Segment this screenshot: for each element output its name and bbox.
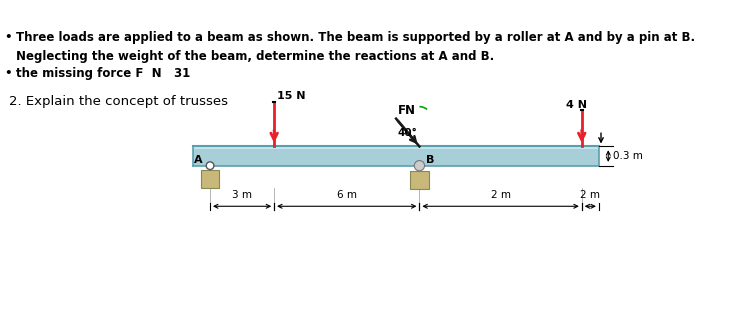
Bar <box>193 146 599 149</box>
Text: FN: FN <box>398 104 417 117</box>
Bar <box>200 170 219 188</box>
Text: 15 N: 15 N <box>277 91 305 101</box>
Text: 40°: 40° <box>398 128 417 138</box>
Text: B: B <box>426 155 434 165</box>
Bar <box>410 171 429 189</box>
Text: 2 m: 2 m <box>581 190 600 200</box>
Text: 3 m: 3 m <box>232 190 252 200</box>
Circle shape <box>414 161 425 171</box>
Text: the missing force F  N   31: the missing force F N 31 <box>16 67 190 80</box>
Circle shape <box>206 162 214 170</box>
Text: 2 m: 2 m <box>491 190 510 200</box>
Text: 2. Explain the concept of trusses: 2. Explain the concept of trusses <box>9 95 228 108</box>
Text: A: A <box>194 155 203 165</box>
Text: Neglecting the weight of the beam, determine the reactions at A and B.: Neglecting the weight of the beam, deter… <box>16 50 494 63</box>
Text: •: • <box>4 31 12 44</box>
Text: 6 m: 6 m <box>336 190 357 200</box>
Text: 0.3 m: 0.3 m <box>612 151 643 161</box>
Text: •: • <box>4 67 12 80</box>
Text: Three loads are applied to a beam as shown. The beam is supported by a roller at: Three loads are applied to a beam as sho… <box>16 31 695 44</box>
Bar <box>193 146 599 166</box>
Text: 4 N: 4 N <box>565 100 587 110</box>
